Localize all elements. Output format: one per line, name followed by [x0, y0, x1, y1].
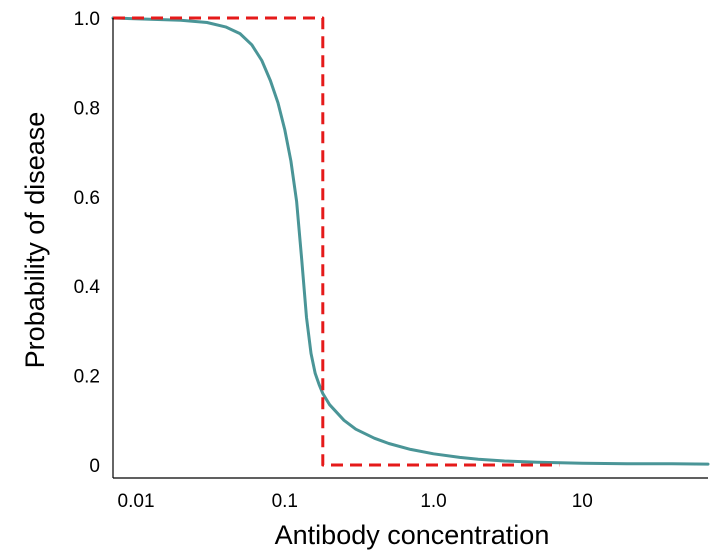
x-tick-label: 0.01 [118, 491, 155, 512]
y-tick-label: 0 [89, 456, 100, 477]
x-tick-label: 0.1 [272, 491, 298, 512]
probability-curve [111, 16, 710, 466]
y-tick-labels: 0 0.2 0.4 0.6 0.8 1.0 [74, 9, 101, 477]
y-axis-label: Probability of disease [20, 112, 50, 369]
threshold-step-line [113, 16, 560, 467]
x-axis-label: Antibody concentration [275, 520, 550, 550]
y-tick-label: 0.4 [74, 277, 101, 298]
plot-area [111, 16, 710, 467]
y-tick-label: 0.6 [74, 188, 100, 209]
x-tick-label: 1.0 [420, 491, 446, 512]
y-tick-label: 0.2 [74, 367, 100, 388]
x-tick-labels: 0.01 0.1 1.0 10 [118, 491, 593, 512]
y-tick-label: 1.0 [74, 9, 100, 30]
y-tick-label: 0.8 [74, 98, 100, 119]
x-tick-label: 10 [572, 491, 593, 512]
